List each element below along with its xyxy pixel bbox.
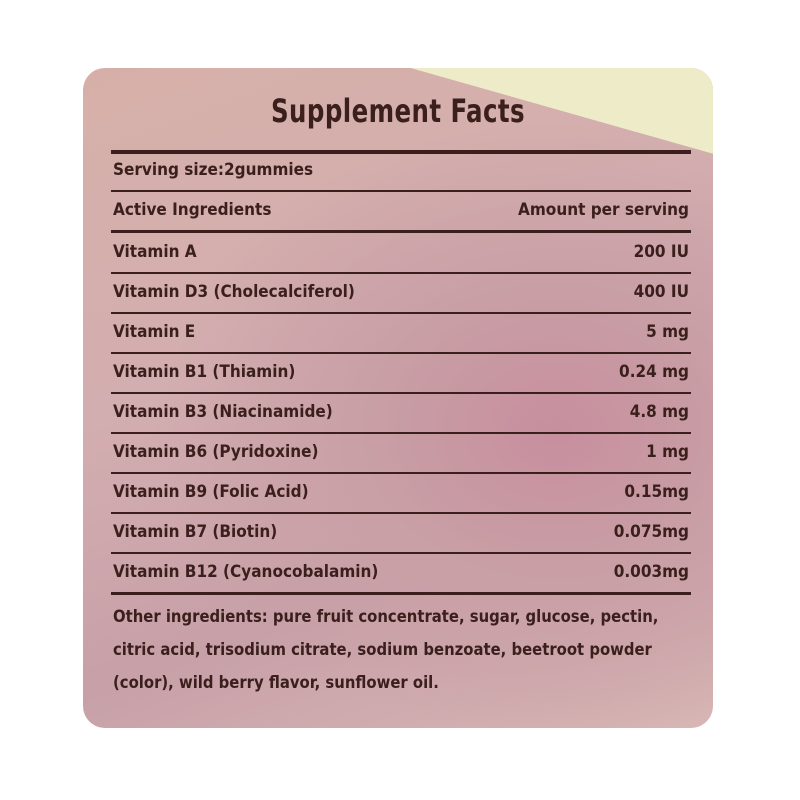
label-title: Supplement Facts	[270, 92, 526, 130]
divider	[111, 592, 691, 595]
divider	[111, 230, 691, 233]
ingredient-row: Vitamin B12 (Cyanocobalamin) 0.003mg	[113, 552, 689, 592]
divider	[111, 392, 691, 394]
ingredient-name: Vitamin B6 (Pyridoxine)	[113, 442, 319, 462]
divider	[111, 190, 691, 192]
ingredient-name: Vitamin B1 (Thiamin)	[113, 362, 296, 382]
ingredient-amount: 1 mg	[646, 442, 689, 462]
ingredient-amount: 0.15mg	[624, 482, 689, 502]
ingredient-amount: 200 IU	[633, 242, 689, 262]
ingredient-amount: 0.075mg	[613, 522, 689, 542]
other-ingredients: Other ingredients: pure fruit concentrat…	[113, 607, 659, 692]
ingredient-name: Vitamin B3 (Niacinamide)	[113, 402, 333, 422]
ingredient-row: Vitamin B1 (Thiamin) 0.24 mg	[113, 352, 689, 392]
ingredient-row: Vitamin A 200 IU	[113, 232, 689, 272]
ingredient-amount: 0.24 mg	[619, 362, 689, 382]
ingredient-name: Vitamin A	[113, 242, 197, 262]
divider	[111, 472, 691, 474]
amount-header: Amount per serving	[518, 200, 689, 220]
ingredient-name: Vitamin B9 (Folic Acid)	[113, 482, 309, 502]
ingredient-name: Vitamin B7 (Biotin)	[113, 522, 278, 542]
ingredient-row: Vitamin D3 (Cholecalciferol) 400 IU	[113, 272, 689, 312]
ingredient-row: Vitamin E 5 mg	[113, 312, 689, 352]
header-row: Active Ingredients Amount per serving	[113, 190, 689, 230]
ingredient-row: Vitamin B6 (Pyridoxine) 1 mg	[113, 432, 689, 472]
ingredient-name: Vitamin B12 (Cyanocobalamin)	[113, 562, 379, 582]
divider	[111, 432, 691, 434]
ingredient-row: Vitamin B3 (Niacinamide) 4.8 mg	[113, 392, 689, 432]
divider	[111, 150, 691, 154]
ingredient-amount: 400 IU	[633, 282, 689, 302]
ingredient-amount: 0.003mg	[613, 562, 689, 582]
ingredient-name: Vitamin D3 (Cholecalciferol)	[113, 282, 355, 302]
ingredient-row: Vitamin B7 (Biotin) 0.075mg	[113, 512, 689, 552]
serving-size-row: Serving size:2gummies	[113, 150, 689, 190]
divider	[111, 552, 691, 554]
supplement-facts-label: Supplement Facts Serving size:2gummies A…	[83, 68, 713, 728]
divider	[111, 312, 691, 314]
divider	[111, 272, 691, 274]
serving-size: Serving size:2gummies	[113, 160, 314, 180]
ingredient-row: Vitamin B9 (Folic Acid) 0.15mg	[113, 472, 689, 512]
divider	[111, 512, 691, 514]
ingredient-amount: 4.8 mg	[629, 402, 689, 422]
ingredient-header: Active Ingredients	[113, 200, 272, 220]
ingredient-amount: 5 mg	[646, 322, 689, 342]
ingredient-name: Vitamin E	[113, 322, 196, 342]
divider	[111, 352, 691, 354]
